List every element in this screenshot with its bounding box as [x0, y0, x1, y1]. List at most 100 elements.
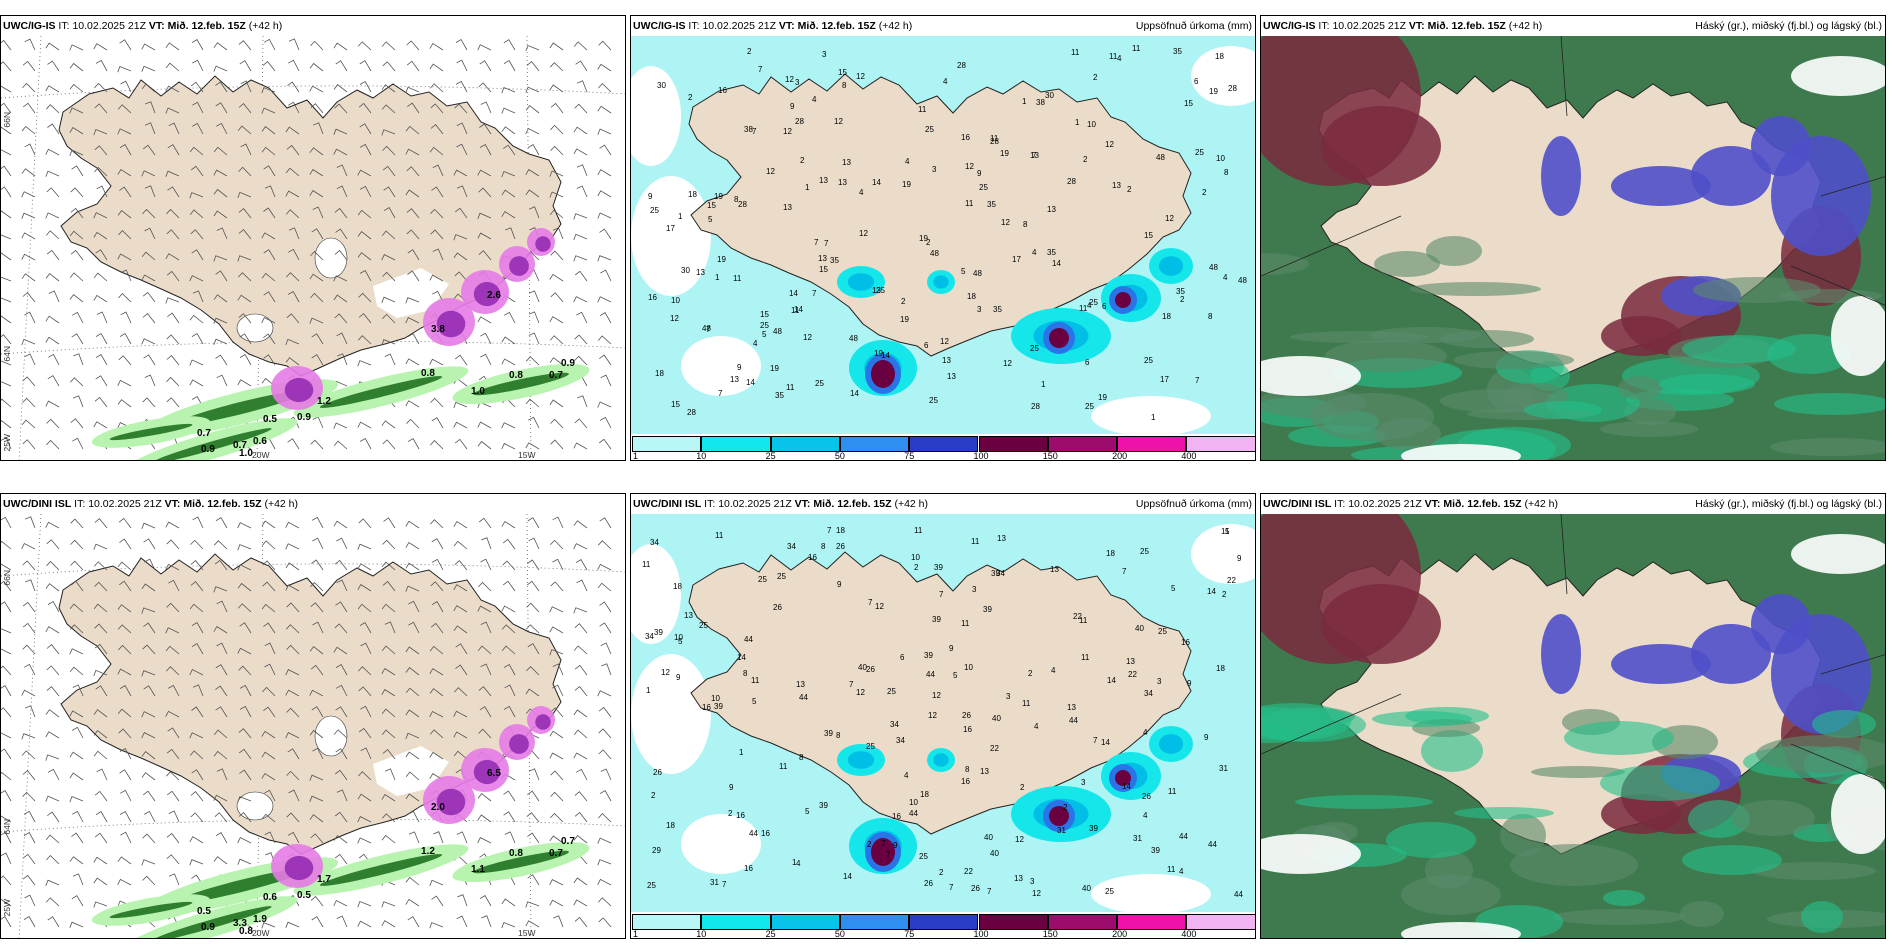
wind-barbs — [1, 38, 612, 450]
precip-value-label: 4 — [859, 188, 864, 197]
colorbar-label: 200 — [1112, 451, 1128, 461]
precip-value-label: 6 — [924, 341, 929, 350]
panel-title: UWC/IG-IS IT: 10.02.2025 21Z VT: Mið. 12… — [631, 16, 1255, 36]
precip-value-label: 13 — [842, 158, 851, 167]
precip-value-label: 10 — [1216, 154, 1225, 163]
snow-cells — [271, 706, 555, 888]
precip-value-label: 13 — [872, 286, 881, 295]
wind-value-label: 1.2 — [421, 846, 435, 857]
precip-value-label: 44 — [1069, 716, 1078, 725]
wind-value-label: 1.7 — [317, 874, 331, 885]
precip-value-label: 28 — [957, 61, 966, 70]
precip-value-label: 15 — [671, 400, 680, 409]
precip-value-label: 16 — [808, 553, 817, 562]
precip-value-label: 8 — [836, 731, 841, 740]
precip-value-label: 40 — [984, 833, 993, 842]
precip-value-label: 1 — [739, 748, 744, 757]
colorbar-segment — [1047, 436, 1118, 452]
precip-value-label: 3 — [822, 50, 827, 59]
precip-value-label: 39 — [991, 569, 1000, 578]
colorbar-segment — [632, 914, 702, 930]
precip-value-label: 18 — [1162, 312, 1171, 321]
precip-value-label: 14 — [1052, 259, 1061, 268]
land — [58, 75, 562, 377]
precip-value-label: 12 — [1032, 889, 1041, 898]
precip-value-label: 7 — [1093, 736, 1098, 745]
precip-value-label: 13 — [1014, 874, 1023, 883]
panel-dini-precip: UWC/DINI ISL IT: 10.02.2025 21Z VT: Mið.… — [630, 493, 1256, 939]
wind-value-label: 0.7 — [197, 428, 211, 439]
precip-value-label: 19 — [900, 315, 909, 324]
precip-value-label: 19 — [1098, 393, 1107, 402]
precip-value-label: 1 — [646, 686, 651, 695]
precip-value-label: 25 — [1158, 627, 1167, 636]
precip-value-label: 7 — [827, 526, 832, 535]
panel-field-label: Uppsöfnuð úrkoma (mm) — [1135, 20, 1252, 32]
precip-value-label: 16 — [744, 864, 753, 873]
panel-title: UWC/IG-IS IT: 10.02.2025 21Z VT: Mið. 12… — [1, 16, 625, 36]
precip-value-label: 2 — [1028, 669, 1033, 678]
precip-value-label: 11 — [1109, 52, 1118, 61]
precip-value-label: 35 — [775, 391, 784, 400]
precip-value-label: 31 — [710, 878, 719, 887]
precip-value-label: 4 — [1117, 54, 1122, 63]
precip-value-label: 25 — [1089, 298, 1098, 307]
projection-lines — [1261, 36, 1885, 306]
precip-value-label: 11 — [779, 762, 788, 771]
precip-value-label: 14 — [1122, 782, 1131, 791]
precip-value-label: 34 — [996, 569, 1005, 578]
wind-value-label: 0.5 — [263, 414, 277, 425]
precip-value-label: 18 — [673, 582, 682, 591]
precip-value-label: 8 — [743, 669, 748, 678]
precip-value-label: 19 — [714, 192, 723, 201]
precip-value-label: 39 — [934, 563, 943, 572]
precip-value-label: 14 — [843, 872, 852, 881]
wind-value-label: 0.8 — [509, 848, 523, 859]
precip-value-label: 2 — [651, 791, 656, 800]
precip-value-label: 38 — [744, 125, 753, 134]
precip-value-label: 14 — [746, 378, 755, 387]
precip-value-label: 18 — [1215, 52, 1224, 61]
precip-value-label: 2 — [688, 93, 693, 102]
wind-value-label: 0.8 — [239, 926, 253, 937]
precip-value-label: 48 — [1156, 153, 1165, 162]
precip-value-label: 38 — [1036, 98, 1045, 107]
cloud-map — [1261, 36, 1885, 460]
precip-value-label: 14 — [1107, 676, 1116, 685]
precip-value-label: 5 — [752, 697, 757, 706]
precip-value-label: 10 — [911, 553, 920, 562]
precip-value-label: 11 — [1081, 653, 1090, 662]
colorbar-label: 10 — [696, 929, 707, 939]
precip-value-label: 34 — [645, 632, 654, 641]
colorbar-label: 150 — [1042, 929, 1058, 939]
wind-value-label: 6.5 — [487, 768, 501, 779]
precip-value-label: 12 — [875, 602, 884, 611]
precip-value-label: 5 — [678, 637, 683, 646]
precip-value-label: 39 — [819, 801, 828, 810]
precip-value-label: 17 — [1160, 375, 1169, 384]
precip-value-label: 6 — [1102, 302, 1107, 311]
precip-value-label: 11 — [971, 537, 980, 546]
precip-value-label: 11 — [1022, 699, 1031, 708]
precip-value-label: 40 — [858, 663, 867, 672]
precip-value-label: 11 — [1168, 787, 1177, 796]
precip-value-label: 12 — [856, 688, 865, 697]
precip-value-label: 2 — [1083, 155, 1088, 164]
precip-value-label: 2 — [800, 156, 805, 165]
precip-value-label: 17 — [666, 224, 675, 233]
precip-value-label: 12 — [1165, 214, 1174, 223]
precip-value-label: 25 — [979, 183, 988, 192]
wind-layer: 0.5 0.6 0.5 0.8 0.8 0.70.7 1.1 1.2 0.9 3.3 1.9 1.7 2… — [1, 514, 625, 938]
precip-value-label: 25 — [699, 621, 708, 630]
colorbar-segment — [839, 914, 910, 930]
colorbar-segment — [1117, 914, 1187, 930]
precip-value-label: 2 — [914, 563, 919, 572]
precip-value-label: 39 — [714, 702, 723, 711]
precip-value-label: 22 — [1227, 576, 1236, 585]
precip-value-label: 4 — [1143, 728, 1148, 737]
precip-value-label: 14 — [850, 389, 859, 398]
colorbar-segment — [770, 436, 840, 452]
precip-value-label: 1 — [1041, 380, 1046, 389]
precip-value-label: 26 — [962, 711, 971, 720]
lat-label-64n: 64N — [2, 819, 12, 835]
